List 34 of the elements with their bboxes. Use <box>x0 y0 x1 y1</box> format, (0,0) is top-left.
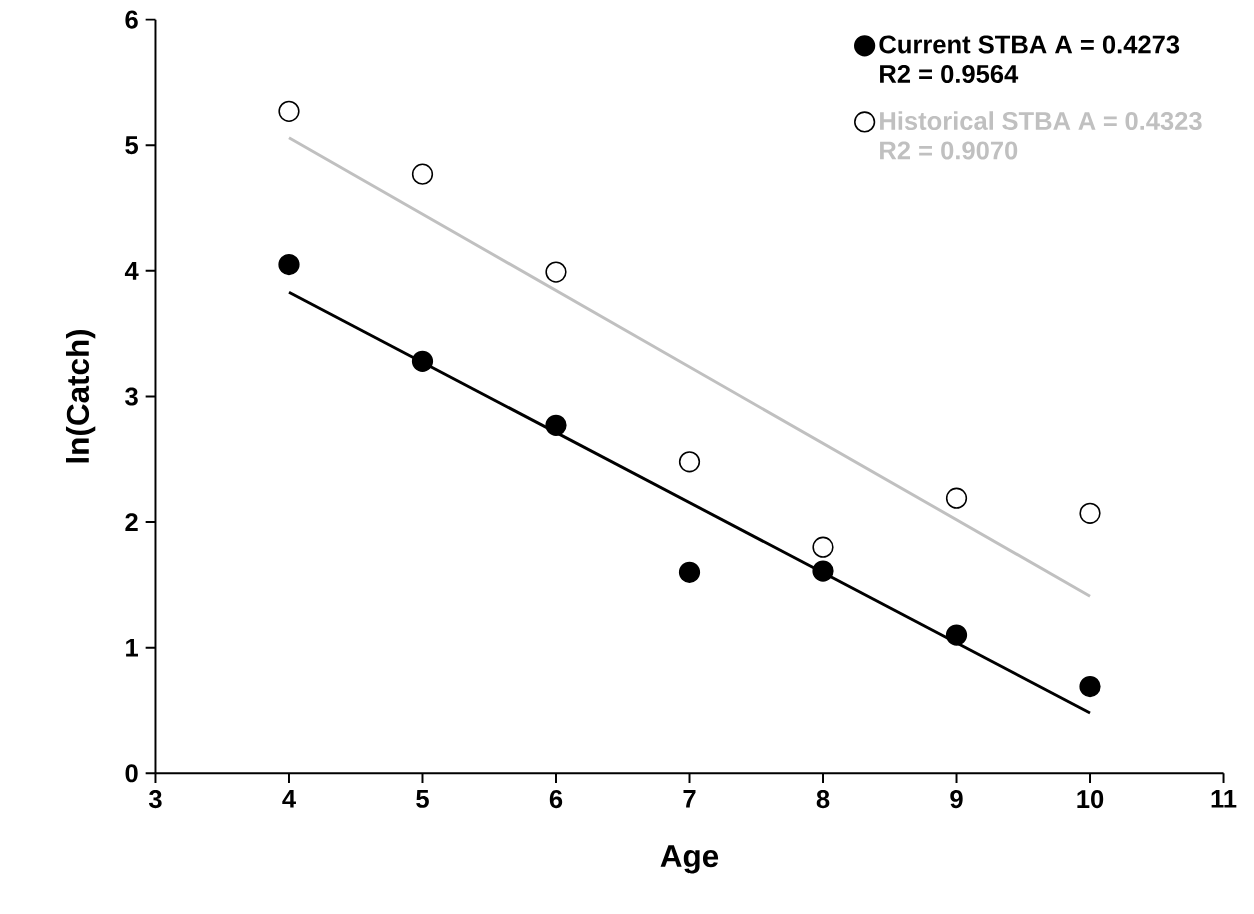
x-tick-label: 5 <box>416 790 429 808</box>
y-tick-label: 0 <box>125 764 138 783</box>
x-tick-label: 10 <box>1077 790 1104 809</box>
y-tick-label: 5 <box>125 136 138 155</box>
point <box>812 536 834 558</box>
y-axis-title: ln(Catch) <box>65 330 96 463</box>
y-tick-label: 3 <box>125 387 138 406</box>
point <box>1079 502 1101 524</box>
x-tick-label: 6 <box>549 790 563 809</box>
x-tick-label: 11 <box>1211 790 1237 808</box>
x-tick-label: 4 <box>282 790 296 808</box>
point <box>278 254 300 276</box>
point <box>812 560 834 582</box>
point <box>411 350 434 373</box>
point <box>1079 676 1101 698</box>
y-tick-label: 2 <box>125 513 138 532</box>
x-tick-label: 8 <box>816 790 830 809</box>
y-tick-label: 1 <box>126 639 138 657</box>
x-tick-label: 9 <box>950 790 963 809</box>
point <box>545 414 567 437</box>
point <box>278 100 300 123</box>
x-axis-title: Age <box>660 845 719 874</box>
y-tick-label: 6 <box>125 10 138 29</box>
point <box>411 163 434 185</box>
point <box>678 561 701 584</box>
legend-label: Current STBA A = 0.4273 R2 = 0.9564 <box>879 35 1180 84</box>
point <box>945 624 968 646</box>
point <box>945 487 968 509</box>
point <box>545 261 567 283</box>
x-tick-label: 3 <box>148 790 162 809</box>
y-tick-label: 4 <box>124 262 139 280</box>
legend-label: Historical STBA A = 0.4323 R2 = 0.9070 <box>880 111 1202 160</box>
point <box>678 451 701 473</box>
x-tick-label: 7 <box>683 790 696 808</box>
